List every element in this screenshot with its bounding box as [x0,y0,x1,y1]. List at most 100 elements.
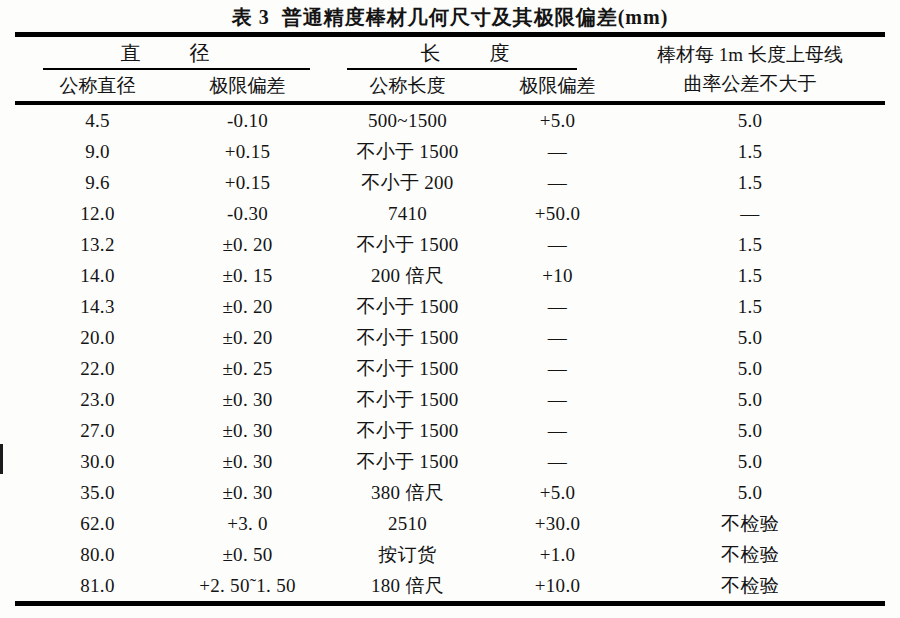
table-title: 表 3 普通精度棒材几何尺寸及其极限偏差(mm) [0,4,900,31]
table-cell: 5.0 [615,322,885,353]
table-body: 4.5-0.10500~1500+5.05.09.0+0.15不小于 1500—… [15,105,885,601]
table-cell: 27.0 [15,415,180,446]
table-cell: — [500,229,615,260]
data-table: 直 径 长 度 棒材每 1m 长度上母线 曲率公差不大于 公称直径 极限偏差 公… [15,32,885,606]
table-cell: — [500,446,615,477]
column-group-diameter: 直 径 [15,37,315,70]
table-cell: 9.6 [15,167,180,198]
column-header-nominal-diameter: 公称直径 [15,70,180,101]
table-cell: 1.5 [615,260,885,291]
table-cell: 12.0 [15,198,180,229]
table-cell: 不检验 [615,570,885,601]
table-cell: — [500,167,615,198]
table-row: 81.0+2. 50˜1. 50180 倍尺+10.0不检验 [15,570,885,601]
table-row: 80.0±0. 50按订货+1.0不检验 [15,539,885,570]
column-header-curvature: 棒材每 1m 长度上母线 曲率公差不大于 [615,37,885,101]
table-cell: ±0. 20 [180,322,315,353]
table-cell: 5.0 [615,477,885,508]
table-cell: ±0. 30 [180,477,315,508]
table-cell: 35.0 [15,477,180,508]
table-cell: +10 [500,260,615,291]
table-cell: +50.0 [500,198,615,229]
column-header-length-deviation: 极限偏差 [500,70,615,101]
table-cell: 14.0 [15,260,180,291]
table-cell: 5.0 [615,446,885,477]
table-cell: ±0. 15 [180,260,315,291]
table-row: 30.0±0. 30不小于 1500—5.0 [15,446,885,477]
table-cell: 1.5 [615,167,885,198]
table-row: 9.6+0.15不小于 200—1.5 [15,167,885,198]
column-header-diameter-deviation: 极限偏差 [180,70,315,101]
table-cell: 200 倍尺 [315,260,500,291]
table-cell: ±0. 20 [180,291,315,322]
table-row: 27.0±0. 30不小于 1500—5.0 [15,415,885,446]
table-cell: 不检验 [615,539,885,570]
table-cell: 380 倍尺 [315,477,500,508]
table-cell: — [500,415,615,446]
table-bottom-rule [15,601,885,606]
table-cell: 81.0 [15,570,180,601]
table-cell: -0.10 [180,105,315,136]
table-cell: 7410 [315,198,500,229]
table-cell: 30.0 [15,446,180,477]
table-cell: +3. 0 [180,508,315,539]
table-cell: 不小于 1500 [315,415,500,446]
table-cell: 不小于 1500 [315,446,500,477]
scanned-document-page: 表 3 普通精度棒材几何尺寸及其极限偏差(mm) 直 径 长 度 棒材每 1m … [0,0,900,618]
table-cell: +1.0 [500,539,615,570]
table-cell: 9.0 [15,136,180,167]
table-cell: -0.30 [180,198,315,229]
table-row: 9.0+0.15不小于 1500—1.5 [15,136,885,167]
table-cell: — [500,384,615,415]
table-cell: — [500,353,615,384]
column-header-nominal-length: 公称长度 [315,70,500,101]
table-cell: ±0. 30 [180,415,315,446]
table-cell: 按订货 [315,539,500,570]
table-cell: — [615,198,885,229]
table-cell: 不小于 1500 [315,291,500,322]
table-cell: 1.5 [615,136,885,167]
table-row: 12.0-0.307410+50.0— [15,198,885,229]
table-cell: 1.5 [615,291,885,322]
table-row: 20.0±0. 20不小于 1500—5.0 [15,322,885,353]
table-cell: ±0. 20 [180,229,315,260]
table-row: 14.3±0. 20不小于 1500—1.5 [15,291,885,322]
table-row: 22.0±0. 25不小于 1500—5.0 [15,353,885,384]
table-cell: +5.0 [500,477,615,508]
table-cell: 500~1500 [315,105,500,136]
table-cell: 180 倍尺 [315,570,500,601]
table-cell: 13.2 [15,229,180,260]
table-cell: +0.15 [180,136,315,167]
table-cell: 5.0 [615,384,885,415]
table-cell: 5.0 [615,353,885,384]
table-cell: +2. 50˜1. 50 [180,570,315,601]
table-cell: 不小于 1500 [315,384,500,415]
sub-header-row: 公称直径 极限偏差 公称长度 极限偏差 [15,70,615,101]
scan-edge-artifact [0,444,3,474]
table-cell: ±0. 50 [180,539,315,570]
table-cell: +30.0 [500,508,615,539]
table-cell: ±0. 30 [180,446,315,477]
table-cell: +5.0 [500,105,615,136]
curvature-header-line2: 曲率公差不大于 [684,69,817,98]
table-cell: 不小于 200 [315,167,500,198]
table-cell: 80.0 [15,539,180,570]
table-cell: +0.15 [180,167,315,198]
table-cell: 23.0 [15,384,180,415]
table-cell: 不小于 1500 [315,353,500,384]
table-cell: 2510 [315,508,500,539]
table-cell: 不检验 [615,508,885,539]
table-cell: 14.3 [15,291,180,322]
table-row: 35.0±0. 30380 倍尺+5.05.0 [15,477,885,508]
table-cell: ±0. 30 [180,384,315,415]
table-cell: 不小于 1500 [315,229,500,260]
table-cell: 22.0 [15,353,180,384]
table-cell: 1.5 [615,229,885,260]
table-row: 14.0±0. 15200 倍尺+101.5 [15,260,885,291]
table-row: 62.0+3. 02510+30.0不检验 [15,508,885,539]
table-cell: 62.0 [15,508,180,539]
column-group-length: 长 度 [315,37,615,70]
table-row: 23.0±0. 30不小于 1500—5.0 [15,384,885,415]
table-cell: — [500,291,615,322]
table-header: 直 径 长 度 棒材每 1m 长度上母线 曲率公差不大于 公称直径 极限偏差 公… [15,37,885,101]
